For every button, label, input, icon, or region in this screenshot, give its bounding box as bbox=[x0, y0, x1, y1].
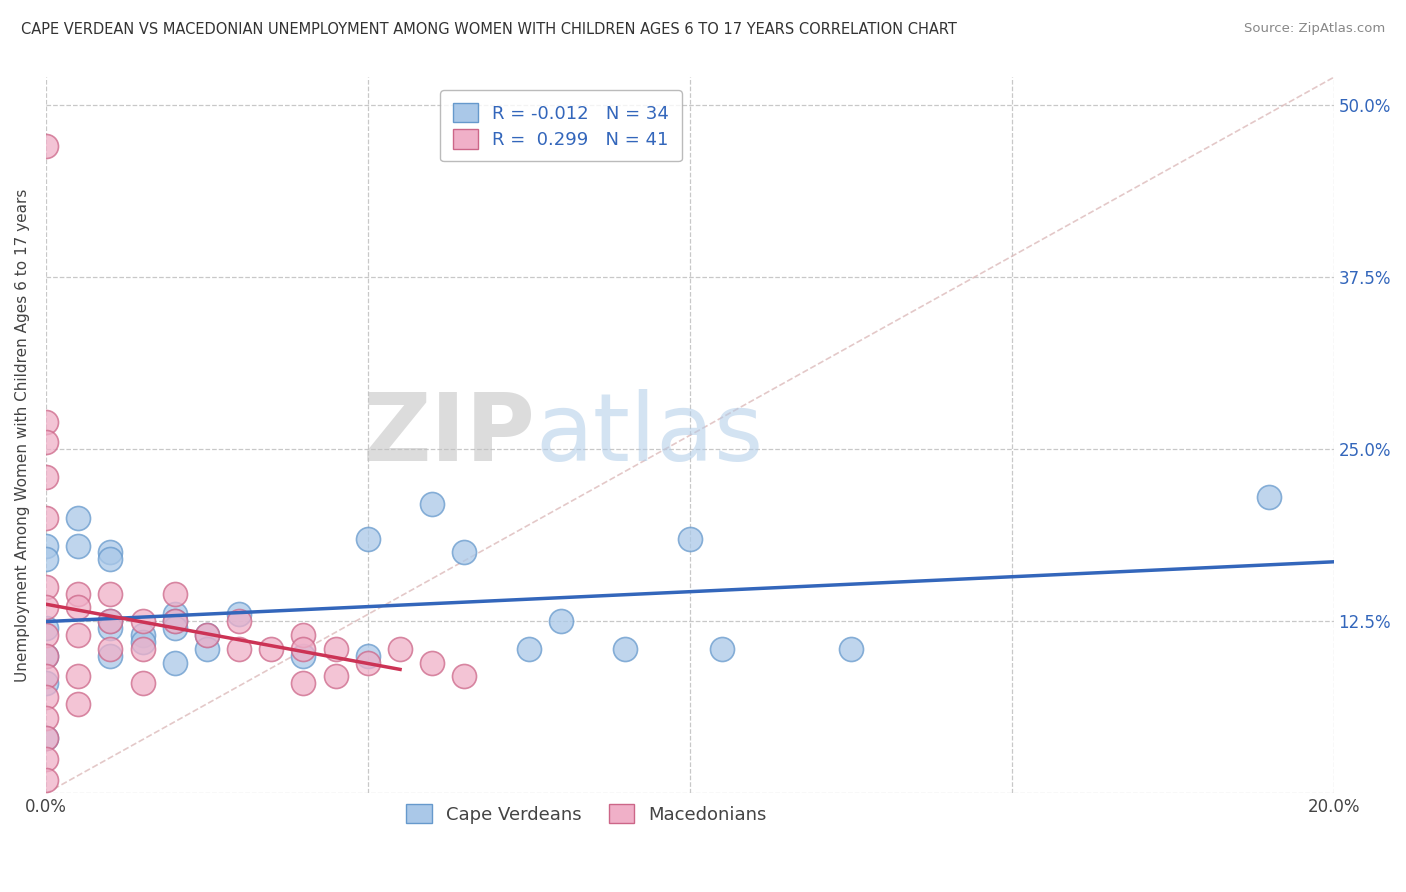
Point bbox=[67, 587, 90, 601]
Point bbox=[35, 580, 58, 594]
Point bbox=[131, 676, 153, 690]
Point bbox=[35, 469, 58, 483]
Point bbox=[292, 628, 315, 642]
Point bbox=[710, 641, 733, 656]
Point bbox=[163, 656, 186, 670]
Point bbox=[131, 614, 153, 628]
Point bbox=[163, 614, 186, 628]
Point bbox=[614, 641, 637, 656]
Point bbox=[260, 641, 283, 656]
Point bbox=[98, 552, 121, 566]
Point bbox=[35, 648, 58, 663]
Point bbox=[35, 600, 58, 615]
Point bbox=[67, 697, 90, 711]
Point bbox=[195, 641, 218, 656]
Point bbox=[325, 641, 347, 656]
Point bbox=[35, 415, 58, 429]
Point bbox=[195, 628, 218, 642]
Point bbox=[131, 628, 153, 642]
Point bbox=[228, 614, 250, 628]
Point bbox=[292, 676, 315, 690]
Point bbox=[228, 641, 250, 656]
Text: Source: ZipAtlas.com: Source: ZipAtlas.com bbox=[1244, 22, 1385, 36]
Point bbox=[35, 628, 58, 642]
Point bbox=[389, 641, 412, 656]
Point bbox=[357, 656, 380, 670]
Point bbox=[35, 511, 58, 525]
Point bbox=[292, 648, 315, 663]
Point bbox=[35, 539, 58, 553]
Point bbox=[98, 641, 121, 656]
Point bbox=[35, 690, 58, 704]
Point bbox=[67, 628, 90, 642]
Point bbox=[131, 641, 153, 656]
Point bbox=[420, 497, 443, 511]
Point bbox=[98, 545, 121, 559]
Point bbox=[1258, 491, 1281, 505]
Point bbox=[357, 532, 380, 546]
Point bbox=[131, 635, 153, 649]
Point bbox=[35, 552, 58, 566]
Point bbox=[35, 731, 58, 746]
Point bbox=[98, 621, 121, 635]
Point bbox=[550, 614, 572, 628]
Point bbox=[98, 614, 121, 628]
Point bbox=[67, 600, 90, 615]
Y-axis label: Unemployment Among Women with Children Ages 6 to 17 years: Unemployment Among Women with Children A… bbox=[15, 189, 30, 682]
Point bbox=[98, 614, 121, 628]
Point bbox=[35, 621, 58, 635]
Point bbox=[35, 435, 58, 450]
Point bbox=[163, 607, 186, 622]
Text: ZIP: ZIP bbox=[363, 390, 536, 482]
Point bbox=[35, 731, 58, 746]
Point bbox=[517, 641, 540, 656]
Point bbox=[67, 539, 90, 553]
Point bbox=[163, 587, 186, 601]
Point bbox=[35, 772, 58, 787]
Point bbox=[35, 669, 58, 683]
Point bbox=[67, 511, 90, 525]
Point bbox=[325, 669, 347, 683]
Point bbox=[163, 621, 186, 635]
Point bbox=[163, 614, 186, 628]
Point bbox=[839, 641, 862, 656]
Point bbox=[67, 669, 90, 683]
Point bbox=[35, 676, 58, 690]
Point bbox=[228, 607, 250, 622]
Point bbox=[35, 711, 58, 725]
Point bbox=[98, 648, 121, 663]
Point bbox=[98, 587, 121, 601]
Point bbox=[679, 532, 702, 546]
Point bbox=[292, 641, 315, 656]
Point bbox=[35, 648, 58, 663]
Point bbox=[195, 628, 218, 642]
Point bbox=[35, 752, 58, 766]
Text: CAPE VERDEAN VS MACEDONIAN UNEMPLOYMENT AMONG WOMEN WITH CHILDREN AGES 6 TO 17 Y: CAPE VERDEAN VS MACEDONIAN UNEMPLOYMENT … bbox=[21, 22, 957, 37]
Point bbox=[35, 139, 58, 153]
Point bbox=[420, 656, 443, 670]
Point bbox=[453, 669, 475, 683]
Point bbox=[357, 648, 380, 663]
Point bbox=[453, 545, 475, 559]
Legend: Cape Verdeans, Macedonians: Cape Verdeans, Macedonians bbox=[395, 793, 778, 834]
Text: atlas: atlas bbox=[536, 390, 763, 482]
